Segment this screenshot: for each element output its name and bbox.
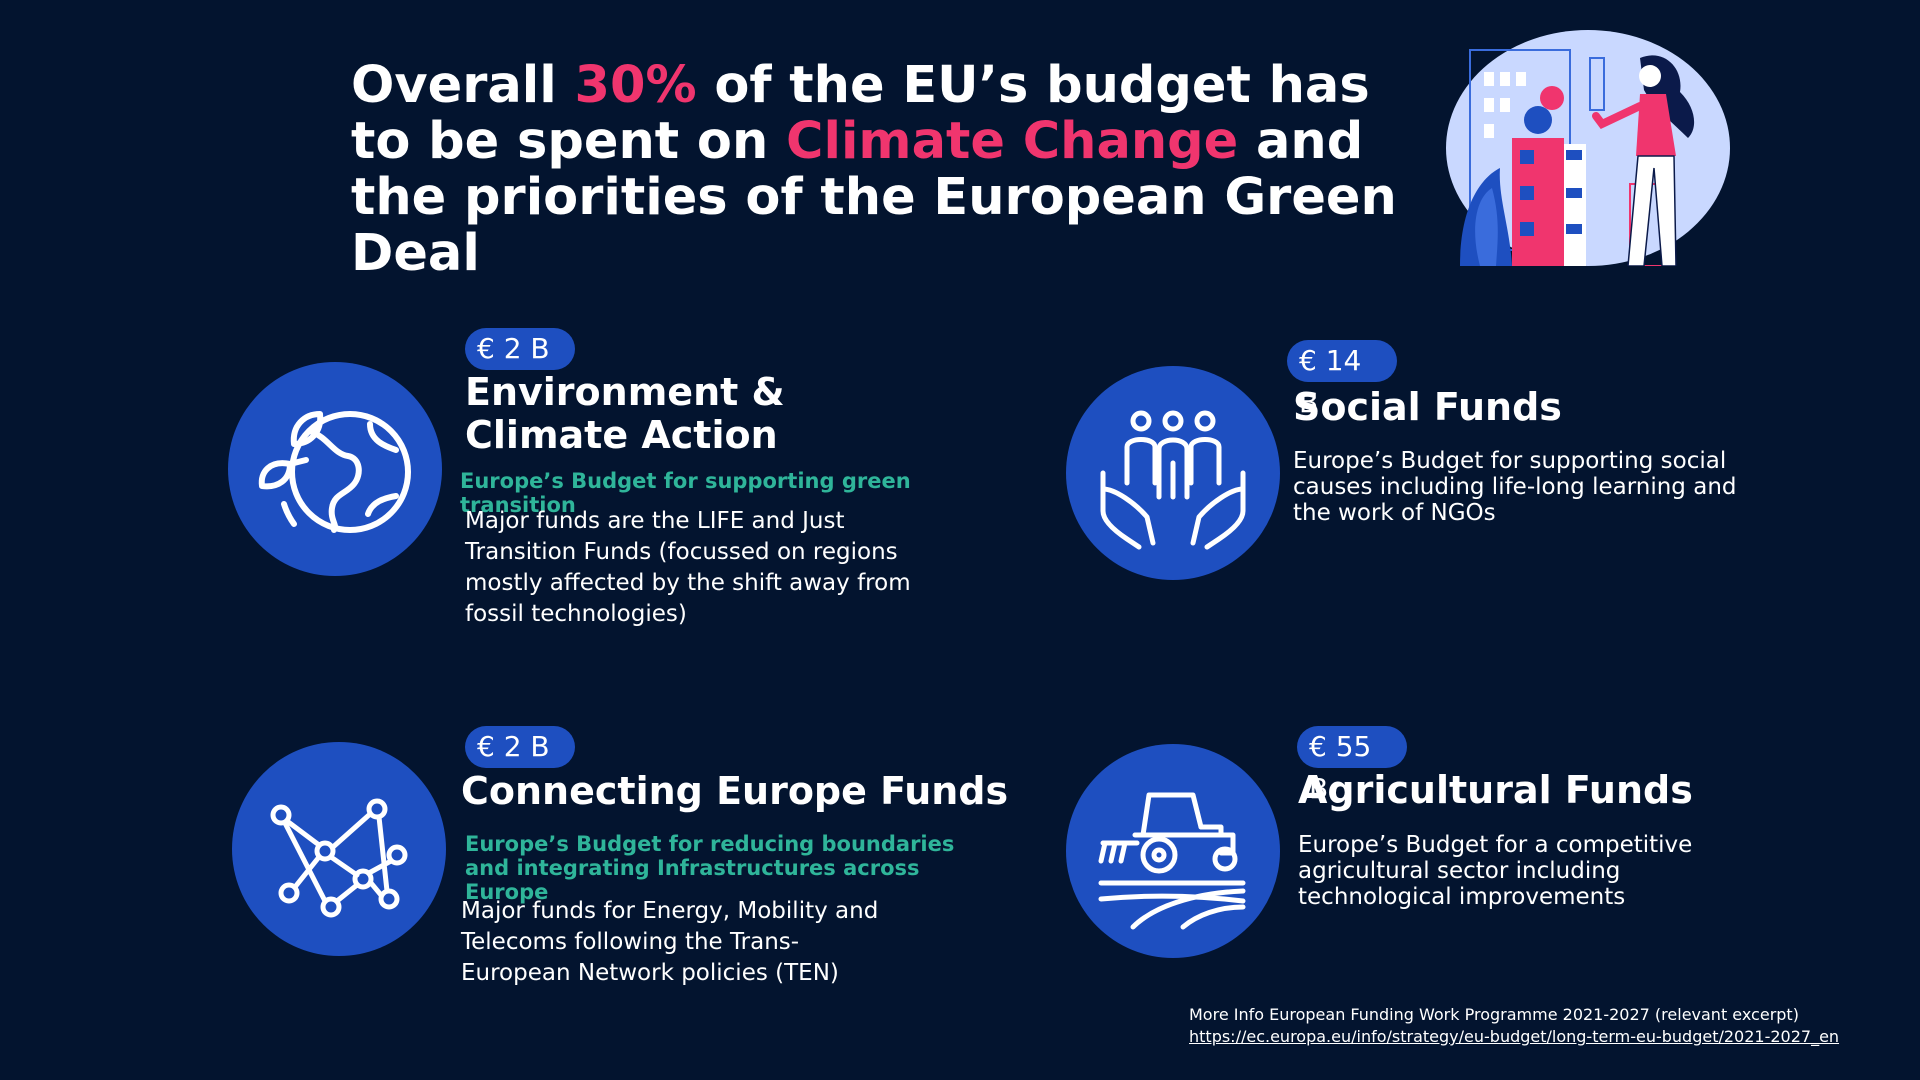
- connecting-subtitle: Europe’s Budget for reducing boundaries …: [465, 832, 955, 904]
- network-nodes-icon: [270, 798, 408, 918]
- footer-note: More Info European Funding Work Programm…: [1189, 1005, 1799, 1024]
- environment-amount-badge: € 2 B: [465, 328, 575, 370]
- social-title: Social Funds: [1293, 385, 1562, 429]
- footer-link[interactable]: https://ec.europa.eu/info/strategy/eu-bu…: [1189, 1027, 1840, 1046]
- connecting-body: Major funds for Energy, Mobility and Tel…: [461, 898, 879, 986]
- environment-title: Environment & Climate Action: [465, 370, 785, 457]
- environment-icon-circle: [228, 362, 442, 576]
- connecting-amount-badge: € 2 B: [465, 726, 575, 768]
- tractor-field-icon: [1098, 792, 1246, 930]
- agricultural-title: Agricultural Funds: [1298, 768, 1693, 812]
- page-headline: Overall 30% of the EU’s budget has to be…: [351, 58, 1441, 282]
- headline-highlight-climate: Climate Change: [786, 112, 1239, 171]
- social-amount-badge: € 14 B: [1287, 340, 1397, 419]
- city-woman-illustration: [1446, 30, 1730, 266]
- agricultural-body: Europe’s Budget for a competitive agricu…: [1298, 832, 1693, 910]
- agricultural-amount-badge: € 55 B: [1297, 726, 1407, 805]
- headline-highlight-percent: 30%: [574, 56, 697, 115]
- agricultural-icon-circle: [1066, 744, 1280, 958]
- globe-leaf-icon: [258, 411, 411, 533]
- headline-text-3: and the priorities of the European Green…: [351, 112, 1397, 283]
- environment-subtitle: Europe’s Budget for supporting green tra…: [460, 469, 911, 517]
- social-body: Europe’s Budget for supporting social ca…: [1293, 448, 1737, 526]
- connecting-title: Connecting Europe Funds: [461, 769, 1009, 813]
- people-hands-icon: [1100, 410, 1246, 550]
- connecting-icon-circle: [232, 742, 446, 956]
- headline-text-2: of the EU’s budget has to be spent on: [351, 56, 1370, 171]
- environment-body: Major funds are the LIFE and Just Transi…: [465, 508, 911, 627]
- social-icon-circle: [1066, 366, 1280, 580]
- headline-text-1: Overall: [351, 56, 575, 115]
